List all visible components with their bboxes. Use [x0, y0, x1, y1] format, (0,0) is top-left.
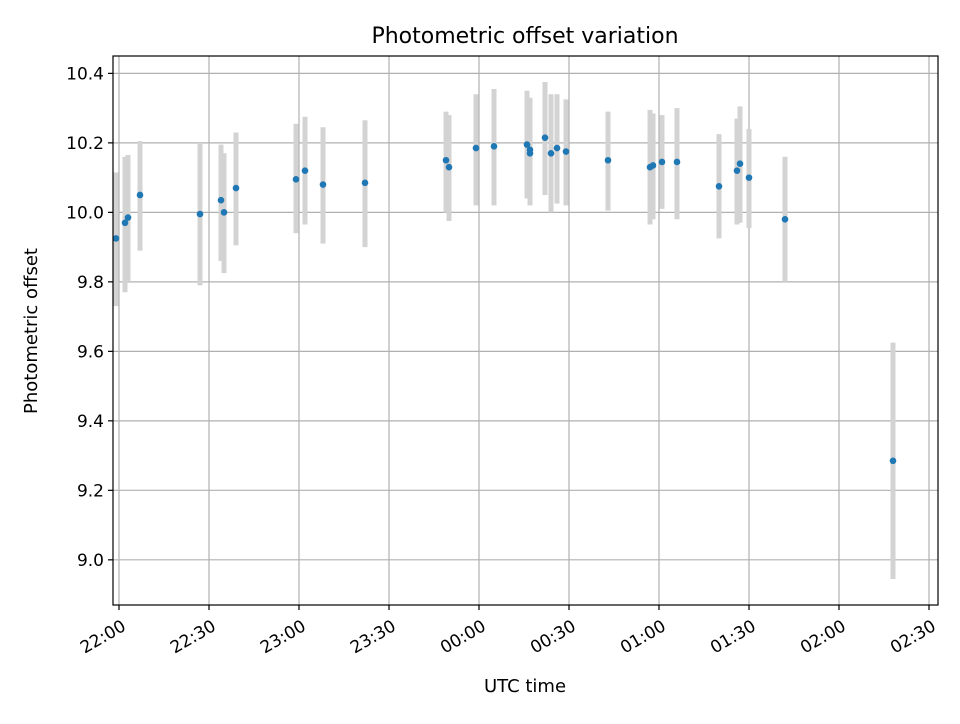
data-point: [136, 191, 144, 199]
data-point: [232, 184, 240, 192]
data-point: [889, 457, 897, 465]
y-tick-label: 10.4: [66, 64, 104, 84]
y-axis-ticks: 9.0 9.2 9.4 9.6 9.8 10.0 10.2 10.4: [66, 64, 113, 571]
data-point: [196, 210, 204, 218]
data-point: [733, 167, 741, 174]
x-tick-label: 00:30: [527, 616, 579, 658]
x-tick-label: 22:30: [167, 616, 219, 658]
y-tick-label: 9.0: [77, 551, 104, 571]
x-tick-label: 00:00: [437, 616, 489, 658]
data-point: [301, 167, 309, 174]
x-axis-label: UTC time: [484, 676, 566, 697]
x-tick-label: 02:30: [887, 616, 939, 658]
y-tick-label: 10.2: [66, 134, 104, 154]
data-point: [124, 214, 132, 221]
data-point: [541, 134, 549, 141]
y-tick-label: 9.2: [77, 481, 104, 501]
data-point: [292, 176, 300, 183]
x-tick-label: 23:00: [257, 616, 309, 658]
data-point: [217, 196, 225, 204]
x-tick-label: 02:00: [797, 616, 849, 658]
data-point: [445, 163, 453, 171]
data-point: [658, 158, 666, 166]
point-layer: [112, 134, 897, 465]
y-tick-label: 9.6: [77, 342, 104, 362]
x-axis-ticks: 22:00 22:30 23:00 23:30 00:00 00:30 01:00 01:30…: [77, 605, 940, 658]
data-point: [319, 181, 327, 188]
y-axis-label: Photometric offset: [21, 248, 42, 414]
chart-title: Photometric offset variation: [371, 24, 678, 49]
data-point: [604, 156, 612, 164]
y-tick-label: 9.8: [77, 273, 104, 293]
data-point: [673, 158, 681, 166]
data-point: [553, 144, 561, 152]
data-point: [523, 141, 531, 148]
x-tick-label: 23:30: [347, 616, 399, 658]
data-point: [745, 174, 753, 181]
data-point: [526, 149, 534, 157]
data-point: [562, 148, 570, 155]
data-point: [121, 219, 129, 227]
x-tick-label: 01:00: [617, 616, 669, 658]
data-point: [547, 149, 555, 157]
data-point: [736, 160, 744, 168]
y-tick-label: 9.4: [77, 412, 104, 432]
data-point: [781, 216, 789, 223]
x-tick-label: 22:00: [77, 616, 129, 658]
data-point: [361, 179, 369, 187]
errorbar-layer: [113, 82, 896, 579]
plot-frame: [112, 55, 939, 606]
data-point: [472, 144, 480, 152]
data-point: [220, 209, 228, 216]
y-tick-label: 10.0: [66, 203, 104, 223]
x-tick-label: 01:30: [707, 616, 759, 658]
data-point: [490, 143, 498, 150]
data-point: [442, 156, 450, 164]
data-point: [112, 235, 120, 242]
data-point: [715, 183, 723, 190]
data-point: [649, 162, 657, 169]
